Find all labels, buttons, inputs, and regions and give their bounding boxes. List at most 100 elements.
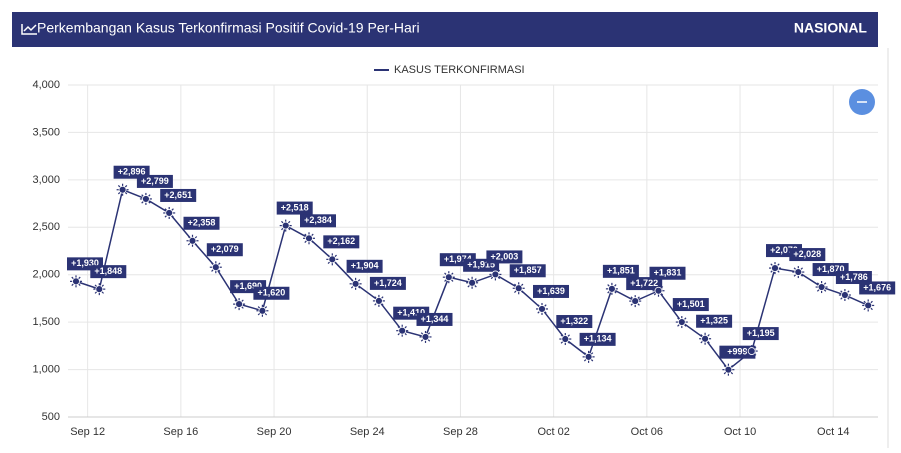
marker-core bbox=[211, 263, 220, 272]
virus-marker bbox=[233, 298, 246, 311]
data-label-text: +1,724 bbox=[374, 278, 402, 288]
data-label-box bbox=[509, 264, 546, 278]
virus-marker bbox=[303, 232, 315, 245]
data-label: +1,848 bbox=[90, 265, 127, 279]
data-label-text: +1,620 bbox=[258, 288, 286, 298]
marker-core bbox=[654, 286, 663, 295]
data-label-text: +1,639 bbox=[537, 286, 565, 296]
data-label-text: +1,722 bbox=[630, 278, 658, 288]
data-label-text: +1,410 bbox=[397, 308, 425, 318]
data-label-box bbox=[835, 271, 872, 285]
virus-marker bbox=[442, 271, 455, 284]
data-label-box bbox=[602, 264, 639, 278]
virus-marker bbox=[722, 363, 735, 376]
marker-core bbox=[235, 300, 244, 309]
x-tick-label: Oct 14 bbox=[817, 426, 849, 438]
data-label-box bbox=[416, 312, 453, 326]
marker-core bbox=[771, 264, 779, 272]
data-label: +2,003 bbox=[486, 250, 523, 264]
data-label: +2,799 bbox=[136, 174, 173, 188]
marker-core bbox=[374, 296, 383, 305]
virus-marker bbox=[745, 345, 758, 358]
data-label-text: +1,325 bbox=[700, 316, 728, 326]
marker-core bbox=[514, 284, 523, 293]
y-tick-label: 2,000 bbox=[32, 269, 60, 281]
marker-core bbox=[468, 278, 477, 287]
virus-marker bbox=[582, 350, 595, 363]
marker-core bbox=[864, 301, 873, 310]
virus-marker bbox=[396, 324, 409, 337]
data-label-text: +2,079 bbox=[211, 244, 239, 254]
y-tick-label: 1,500 bbox=[32, 316, 60, 328]
data-label-text: +2,518 bbox=[281, 202, 309, 212]
data-label: +1,620 bbox=[253, 286, 290, 300]
data-label-text: +1,857 bbox=[514, 265, 542, 275]
virus-marker bbox=[792, 266, 805, 279]
virus-marker bbox=[209, 261, 222, 274]
data-label-text: +1,322 bbox=[560, 316, 588, 326]
marker-core bbox=[258, 306, 267, 315]
data-label-text: +1,344 bbox=[421, 314, 449, 324]
marker-core bbox=[724, 365, 733, 374]
legend-label: KASUS TERKONFIRMASI bbox=[394, 64, 525, 76]
data-label: +2,079 bbox=[206, 243, 243, 257]
virus-marker bbox=[279, 219, 292, 232]
data-label-box bbox=[533, 284, 569, 298]
data-label-text: +1,930 bbox=[71, 258, 99, 268]
data-label-text: +2,070 bbox=[770, 245, 798, 255]
data-label-text: +2,003 bbox=[491, 251, 519, 261]
data-label-box bbox=[649, 266, 686, 280]
marker-core bbox=[561, 335, 570, 343]
marker-core bbox=[538, 305, 546, 313]
data-label: +1,831 bbox=[649, 266, 686, 280]
marker-core bbox=[188, 236, 197, 245]
data-label-text: +2,028 bbox=[793, 249, 821, 259]
data-label: +2,358 bbox=[183, 216, 220, 230]
marker-core bbox=[608, 284, 616, 293]
marker-core bbox=[444, 273, 453, 282]
data-label: +2,028 bbox=[789, 248, 826, 262]
virus-marker bbox=[559, 333, 572, 346]
data-label-text: +1,676 bbox=[863, 282, 891, 292]
data-label-text: +2,651 bbox=[164, 190, 192, 200]
marker-core bbox=[351, 279, 360, 288]
data-label: +999 bbox=[719, 345, 756, 359]
data-label-text: +1,848 bbox=[94, 266, 122, 276]
x-tick-label: Oct 02 bbox=[537, 426, 569, 438]
data-label-box bbox=[206, 243, 243, 257]
x-tick-label: Sep 16 bbox=[163, 426, 198, 438]
data-label: +1,322 bbox=[556, 315, 593, 329]
virus-marker bbox=[815, 281, 828, 294]
marker-core bbox=[305, 234, 313, 243]
data-label-text: +1,904 bbox=[351, 261, 379, 271]
data-label-box bbox=[672, 298, 709, 312]
data-label: +1,724 bbox=[369, 276, 406, 290]
data-label: +1,851 bbox=[602, 264, 639, 278]
collapse-button[interactable] bbox=[849, 89, 875, 115]
y-tick-label: 3,500 bbox=[32, 126, 60, 138]
virus-marker bbox=[862, 299, 875, 312]
data-label-box bbox=[346, 259, 383, 273]
data-label-text: +2,384 bbox=[304, 215, 332, 225]
data-label: +1,722 bbox=[626, 277, 663, 291]
data-label-box bbox=[719, 345, 756, 359]
data-label-box bbox=[136, 174, 173, 188]
data-label: +2,384 bbox=[300, 214, 336, 228]
virus-marker bbox=[419, 330, 432, 343]
virus-marker bbox=[605, 282, 618, 295]
virus-marker bbox=[675, 316, 688, 329]
data-label-box bbox=[160, 188, 197, 202]
marker-core bbox=[95, 285, 104, 294]
y-tick-label: 4,000 bbox=[32, 79, 60, 91]
plot: 500 1,000 1,500 2,000 2,500 3,000 3,500 4,000 Se… bbox=[32, 79, 896, 438]
virus-marker bbox=[326, 253, 339, 266]
virus-marker bbox=[163, 206, 176, 219]
chart-icon bbox=[21, 24, 37, 35]
data-label-box bbox=[90, 265, 127, 279]
virus-marker bbox=[769, 262, 781, 275]
data-label: +2,518 bbox=[276, 201, 313, 215]
y-tick-label: 2,500 bbox=[32, 221, 60, 233]
virus-marker bbox=[652, 284, 665, 297]
